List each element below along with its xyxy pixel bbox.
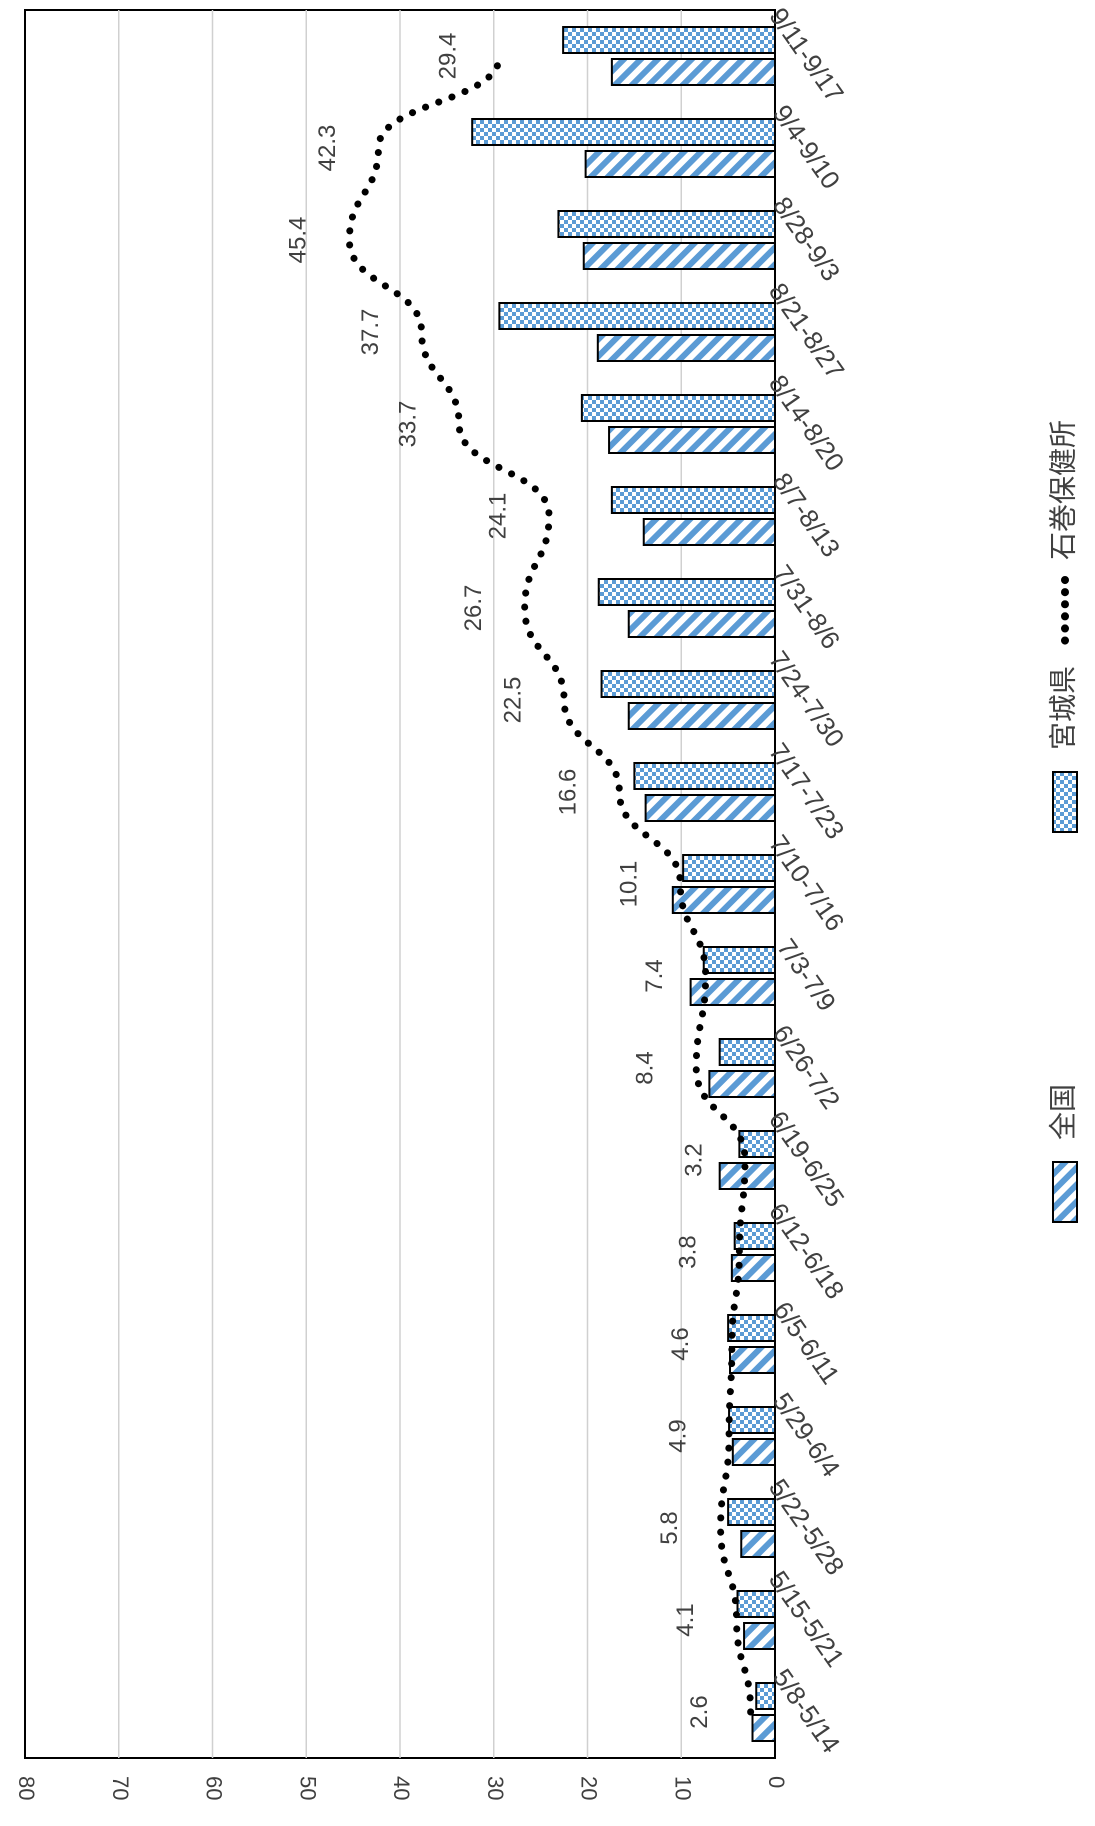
category-label: 7/24-7/30	[763, 645, 851, 752]
category-label: 5/22-5/28	[763, 1473, 851, 1580]
bar-miyagi	[727, 1498, 776, 1526]
bar-miyagi	[728, 1406, 776, 1434]
bar-zenkoku	[627, 702, 776, 730]
bar-zenkoku	[743, 1622, 776, 1650]
category-label: 8/14-8/20	[763, 369, 851, 476]
bar-miyagi	[610, 486, 776, 514]
bar-zenkoku	[627, 610, 776, 638]
value-tick-label: 0	[764, 1776, 789, 1788]
data-label-ishinomaki: 5.8	[656, 1511, 683, 1544]
category-label: 8/28-9/3	[767, 191, 846, 286]
bar-zenkoku	[608, 426, 776, 454]
bar-zenkoku	[731, 1438, 776, 1466]
bar-zenkoku	[596, 334, 776, 362]
data-label-ishinomaki: 8.4	[632, 1051, 659, 1084]
bar-zenkoku	[610, 58, 776, 86]
value-tick-label: 60	[202, 1776, 227, 1800]
value-tick-label: 30	[483, 1776, 508, 1800]
category-label: 5/29-6/4	[767, 1387, 846, 1482]
data-label-ishinomaki: 4.9	[664, 1419, 691, 1452]
category-label: 6/5-6/11	[768, 1296, 846, 1390]
bar-miyagi	[562, 26, 776, 54]
category-label: 7/10-7/16	[763, 829, 851, 936]
data-label-ishinomaki: 42.3	[314, 125, 341, 172]
data-label-ishinomaki: 4.6	[667, 1327, 694, 1360]
value-tick-label: 40	[389, 1776, 414, 1800]
bar-zenkoku	[671, 886, 776, 914]
bar-miyagi	[600, 670, 776, 698]
category-label: 9/11-9/17	[763, 2, 849, 108]
value-tick-label: 20	[577, 1776, 602, 1800]
bar-zenkoku	[582, 242, 776, 270]
data-label-ishinomaki: 4.1	[672, 1603, 699, 1636]
bar-miyagi	[736, 1590, 776, 1618]
bar-miyagi	[580, 394, 776, 422]
value-tick-label: 10	[670, 1776, 695, 1800]
data-label-ishinomaki: 16.6	[555, 769, 582, 816]
category-label: 7/31-8/6	[767, 559, 846, 654]
bar-miyagi	[755, 1682, 776, 1710]
bar-miyagi	[633, 762, 776, 790]
bar-zenkoku	[729, 1346, 776, 1374]
data-label-ishinomaki: 22.5	[499, 677, 526, 724]
legend-miyagi-label: 宮城県	[1047, 666, 1078, 750]
bar-miyagi	[557, 210, 776, 238]
category-label: 8/21-8/27	[763, 277, 851, 384]
bar-zenkoku	[751, 1714, 776, 1742]
bar-zenkoku	[708, 1070, 776, 1098]
line-ishinomaki	[345, 52, 755, 1716]
category-label: 6/26-7/2	[767, 1019, 846, 1114]
legend-zenkoku-label: 全国	[1047, 1084, 1078, 1140]
bar-miyagi	[597, 578, 776, 606]
value-tick-label: 50	[295, 1776, 320, 1800]
category-label: 9/4-9/10	[767, 99, 846, 194]
bar-miyagi	[727, 1314, 776, 1342]
bar-miyagi	[682, 854, 776, 882]
data-label-ishinomaki: 37.7	[357, 309, 384, 356]
bar-zenkoku	[584, 150, 776, 178]
bar-miyagi	[718, 1038, 776, 1066]
bar-zenkoku	[740, 1530, 776, 1558]
bar-miyagi	[702, 946, 776, 974]
category-label: 8/7-8/13	[767, 467, 846, 562]
category-label: 5/15-5/21	[763, 1565, 851, 1672]
data-label-ishinomaki: 33.7	[394, 401, 421, 448]
bar-zenkoku	[644, 794, 776, 822]
bar-miyagi	[471, 118, 776, 146]
category-label: 7/17-7/23	[763, 737, 851, 844]
bar-miyagi	[498, 302, 776, 330]
data-label-ishinomaki: 29.4	[435, 33, 462, 80]
data-label-ishinomaki: 7.4	[641, 959, 668, 992]
data-label-ishinomaki: 26.7	[460, 585, 487, 632]
data-label-ishinomaki: 2.6	[686, 1695, 713, 1728]
bar-zenkoku	[642, 518, 776, 546]
data-label-ishinomaki: 3.2	[680, 1143, 707, 1176]
data-label-ishinomaki: 10.1	[616, 861, 643, 908]
data-label-ishinomaki: 45.4	[285, 217, 312, 264]
value-tick-label: 80	[14, 1776, 39, 1800]
data-label-ishinomaki: 24.1	[484, 493, 511, 540]
category-label: 7/3-7/9	[771, 933, 842, 1017]
legend-zenkoku-swatch	[1052, 1161, 1078, 1223]
data-label-ishinomaki: 3.8	[675, 1235, 702, 1268]
legend-ishinomaki-label: 石巻保健所	[1047, 420, 1078, 560]
category-label: 6/19-6/25	[763, 1105, 851, 1212]
value-tick-label: 70	[108, 1776, 133, 1800]
category-label: 5/8-5/14	[767, 1663, 846, 1758]
legend-miyagi-swatch	[1052, 771, 1078, 833]
category-label: 6/12-6/18	[763, 1197, 851, 1304]
